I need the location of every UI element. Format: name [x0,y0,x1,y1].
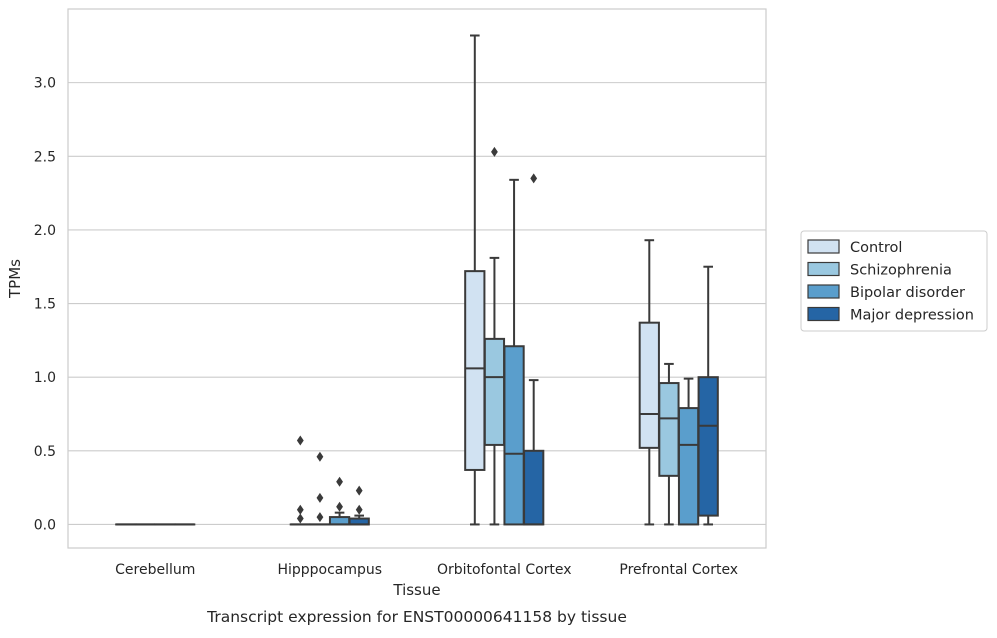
outlier-point [530,173,537,183]
box-group [659,364,678,525]
legend-label: Major depression [850,308,974,324]
outlier-point [336,477,343,487]
x-axis-label: Tissue [392,581,440,599]
box-group [291,435,310,524]
box-body [659,383,678,476]
y-tick-label: 0.0 [34,517,56,533]
outlier-point [491,147,498,157]
box-body [485,339,504,445]
box-body [699,377,718,515]
box-group [640,240,659,524]
box-group [679,379,698,525]
outlier-point [297,435,304,445]
legend-swatch [808,285,839,298]
legend-label: Bipolar disorder [850,285,965,301]
legend-swatch [808,240,839,253]
box-group [310,452,329,525]
box-body [465,271,484,470]
outlier-point [336,502,343,512]
box-body [679,408,698,524]
box-group [699,267,718,525]
outlier-point [317,493,324,503]
box-body [524,451,543,525]
y-tick-label: 1.0 [34,370,56,386]
y-tick-label: 0.5 [34,444,56,460]
box-group [465,36,484,525]
legend-swatch [808,308,839,321]
chart-caption: Transcript expression for ENST0000064115… [206,608,627,626]
box-group [524,173,543,524]
x-tick-label: Orbitofontal Cortex [437,562,572,578]
outlier-point [317,452,324,462]
box-group [504,180,523,525]
x-tick-label: Hipppocampus [277,562,382,578]
outlier-point [297,514,304,524]
y-axis-label: TPMs [6,259,24,299]
outlier-point [317,512,324,522]
outlier-point [297,505,304,515]
legend-label: Schizophrenia [850,263,952,279]
y-tick-labels: 0.0 0.5 1.0 1.5 2.0 2.5 3.0 [34,76,56,534]
box-group [485,147,504,525]
outlier-point [356,486,363,496]
x-tick-label: Cerebellum [115,562,195,578]
y-tick-label: 2.0 [34,223,56,239]
legend-label: Control [850,240,902,256]
y-tick-label: 3.0 [34,76,56,92]
legend: Control Schizophrenia Bipolar disorder Majo… [801,231,987,331]
x-tick-labels: Cerebellum Hipppocampus Orbitofontal Corte… [115,562,738,578]
box-body [330,517,349,524]
box-group [330,477,349,525]
y-tick-label: 2.5 [34,149,56,165]
box-group [350,486,369,525]
x-tick-label: Prefrontal Cortex [619,562,738,578]
y-tick-label: 1.5 [34,297,56,313]
legend-swatch [808,263,839,276]
box-body [504,346,523,524]
outlier-point [356,505,363,515]
box-body [640,323,659,448]
